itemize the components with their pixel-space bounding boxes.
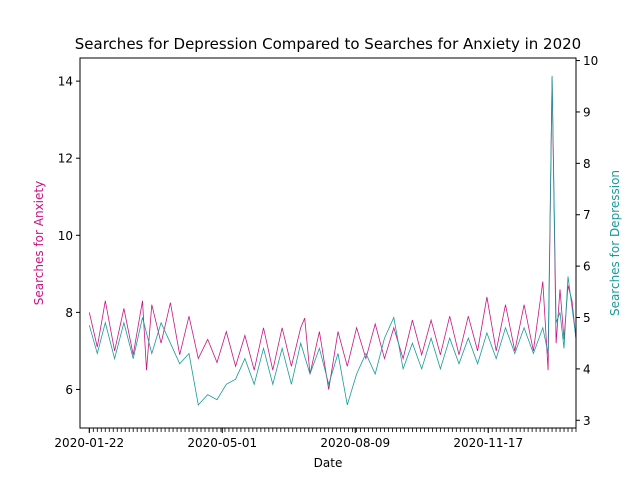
- right-tick-label: 10: [583, 54, 598, 68]
- left-axis: 6 8 10 12 14: [58, 75, 80, 397]
- left-tick-label: 10: [58, 229, 73, 243]
- right-tick-label: 3: [583, 414, 591, 428]
- right-tick-label: 7: [583, 208, 591, 222]
- left-axis-label: Searches for Anxiety: [32, 181, 46, 305]
- x-axis: 2020-01-22 2020-05-01 2020-08-09 2020-11-17: [54, 428, 577, 450]
- right-axis-label: Searches for Depression: [608, 170, 622, 316]
- x-tick-label: 2020-05-01: [187, 436, 257, 450]
- x-tick-label: 2020-01-22: [54, 436, 124, 450]
- plot-frame: [79, 57, 577, 429]
- right-tick-label: 6: [583, 260, 591, 274]
- right-tick-label: 9: [583, 105, 591, 119]
- right-axis: 3 4 5 6 7 8 9 10: [576, 54, 598, 428]
- left-tick-label: 12: [58, 152, 73, 166]
- x-tick-label: 2020-08-09: [320, 436, 390, 450]
- right-tick-label: 5: [583, 311, 591, 325]
- right-tick-label: 4: [583, 362, 591, 376]
- series-line-anxiety: [88, 77, 577, 390]
- chart-title: Searches for Depression Compared to Sear…: [75, 35, 581, 53]
- x-axis-label: Date: [314, 456, 343, 470]
- x-tick-label: 2020-11-17: [453, 436, 523, 450]
- right-tick-label: 8: [583, 157, 591, 171]
- left-tick-label: 14: [58, 75, 73, 89]
- series-line-depression: [88, 75, 577, 406]
- series-layer: [88, 75, 577, 406]
- left-tick-label: 6: [65, 383, 73, 397]
- left-tick-label: 8: [65, 306, 73, 320]
